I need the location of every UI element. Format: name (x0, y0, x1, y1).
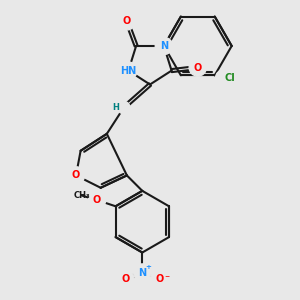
Circle shape (189, 59, 206, 76)
Text: O: O (194, 62, 202, 73)
Text: HN: HN (120, 66, 136, 76)
Circle shape (134, 264, 151, 281)
Text: Cl: Cl (224, 74, 235, 83)
Text: O: O (93, 195, 101, 205)
Circle shape (151, 270, 168, 287)
Circle shape (215, 70, 232, 87)
Text: O: O (121, 274, 130, 284)
Text: O: O (72, 170, 80, 180)
Circle shape (118, 13, 136, 30)
Text: N: N (138, 268, 146, 278)
Circle shape (117, 270, 134, 287)
Circle shape (120, 62, 137, 79)
Text: N: N (160, 41, 168, 51)
Circle shape (88, 191, 106, 209)
Circle shape (118, 101, 130, 114)
Text: ⁻: ⁻ (164, 274, 169, 284)
Circle shape (68, 167, 85, 184)
Text: H: H (112, 103, 119, 112)
Text: +: + (145, 264, 151, 270)
Text: O: O (155, 274, 164, 284)
Text: CH₃: CH₃ (74, 191, 90, 200)
Text: O: O (123, 16, 131, 26)
Circle shape (155, 37, 172, 55)
